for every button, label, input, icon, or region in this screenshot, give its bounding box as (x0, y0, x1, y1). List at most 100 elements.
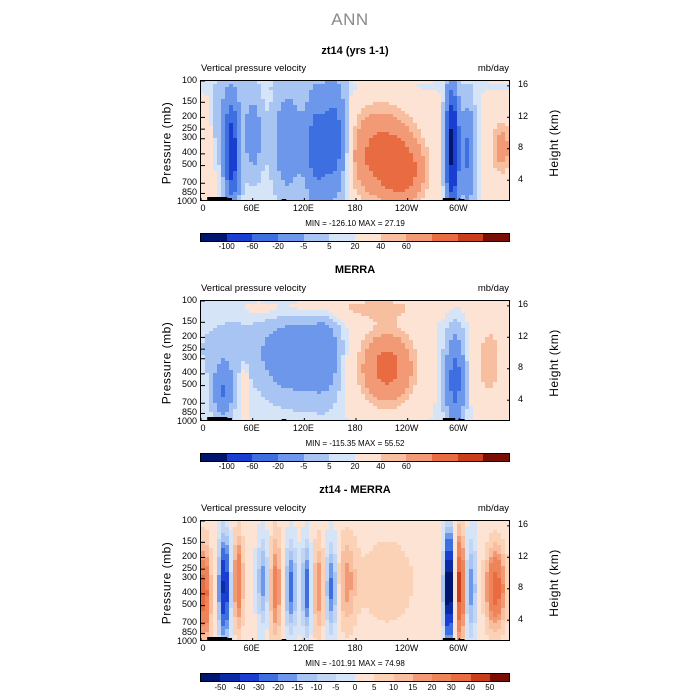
contour-cell (425, 87, 430, 91)
contour-cell (245, 195, 250, 199)
contour-cell (437, 334, 442, 338)
contour-cell (345, 334, 350, 338)
contour-cell (237, 105, 242, 109)
contour-cell (317, 81, 322, 85)
contour-cell (281, 117, 286, 121)
contour-cell (505, 340, 509, 344)
contour-cell (421, 319, 426, 323)
contour-cell (461, 358, 466, 362)
contour-cell (277, 102, 282, 106)
contour-cell (505, 114, 509, 118)
contour-cell (449, 304, 454, 308)
contour-cell (217, 328, 222, 332)
contour-cell (377, 84, 382, 88)
contour-cell (417, 84, 422, 88)
contour-cell (253, 322, 258, 326)
contour-cell (313, 93, 318, 97)
contour-cell (485, 147, 490, 151)
contour-cell (393, 87, 398, 91)
contour-cell (433, 144, 438, 148)
contour-cell (489, 364, 494, 368)
contour-plot (200, 80, 510, 201)
contour-cell (233, 111, 238, 115)
contour-cell (369, 102, 374, 106)
contour-cell (237, 349, 242, 353)
contour-cell (489, 322, 494, 326)
contour-cell (301, 355, 306, 359)
contour-cell (209, 165, 214, 169)
contour-cell (461, 177, 466, 181)
contour-cell (461, 102, 466, 106)
contour-cell (329, 195, 334, 199)
contour-cell (425, 138, 430, 142)
contour-cell (241, 144, 246, 148)
contour-cell (349, 331, 354, 335)
contour-cell (233, 120, 238, 124)
contour-cell (373, 153, 378, 157)
contour-cell (497, 340, 502, 344)
contour-cell (409, 364, 414, 368)
contour-cell (349, 141, 354, 145)
contour-cell (357, 195, 362, 199)
contour-cell (505, 93, 509, 97)
contour-cell (205, 99, 210, 103)
contour-cell (417, 307, 422, 311)
contour-cell (265, 81, 270, 85)
contour-cell (477, 114, 482, 118)
contour-cell (317, 102, 322, 106)
contour-cell (213, 84, 218, 88)
contour-cell (289, 168, 294, 172)
contour-cell (245, 108, 250, 112)
contour-cell (485, 126, 490, 130)
contour-cell (205, 96, 210, 100)
contour-cell (369, 195, 374, 199)
contour-cell (225, 331, 230, 335)
contour-cell (429, 129, 434, 133)
contour-cell (341, 186, 346, 190)
contour-cell (397, 364, 402, 368)
contour-cell (225, 165, 230, 169)
contour-cell (441, 144, 446, 148)
contour-cell (409, 189, 414, 193)
contour-cell (393, 364, 398, 368)
contour-cell (281, 90, 286, 94)
contour-cell (229, 168, 234, 172)
contour-cell (353, 90, 358, 94)
contour-cell (397, 171, 402, 175)
contour-cell (397, 99, 402, 103)
contour-cell (433, 355, 438, 359)
contour-cell (453, 162, 458, 166)
contour-cell (393, 147, 398, 151)
contour-cell (309, 132, 314, 136)
contour-cell (313, 117, 318, 121)
contour-cell (245, 364, 250, 368)
contour-cell (441, 189, 446, 193)
contour-cell (469, 322, 474, 326)
contour-cell (357, 165, 362, 169)
contour-cell (473, 177, 478, 181)
contour-cell (489, 358, 494, 362)
contour-cell (229, 364, 234, 368)
contour-cell (365, 183, 370, 187)
contour-cell (505, 355, 509, 359)
contour-cell (333, 174, 338, 178)
contour-cell (225, 96, 230, 100)
contour-cell (485, 159, 490, 163)
contour-cell (445, 334, 450, 338)
contour-cell (337, 108, 342, 112)
contour-cell (397, 123, 402, 127)
contour-cell (249, 105, 254, 109)
contour-cell (361, 340, 366, 344)
contour-cell (273, 81, 278, 85)
panel-title: zt14 (yrs 1-1) (321, 45, 389, 57)
contour-cell (249, 90, 254, 94)
contour-cell (365, 334, 370, 338)
contour-cell (217, 358, 222, 362)
contour-cell (485, 120, 490, 124)
contour-cell (469, 301, 474, 305)
contour-cell (413, 81, 418, 85)
contour-cell (465, 129, 470, 133)
contour-cell (401, 87, 406, 91)
contour-cell (297, 150, 302, 154)
contour-cell (453, 111, 458, 115)
